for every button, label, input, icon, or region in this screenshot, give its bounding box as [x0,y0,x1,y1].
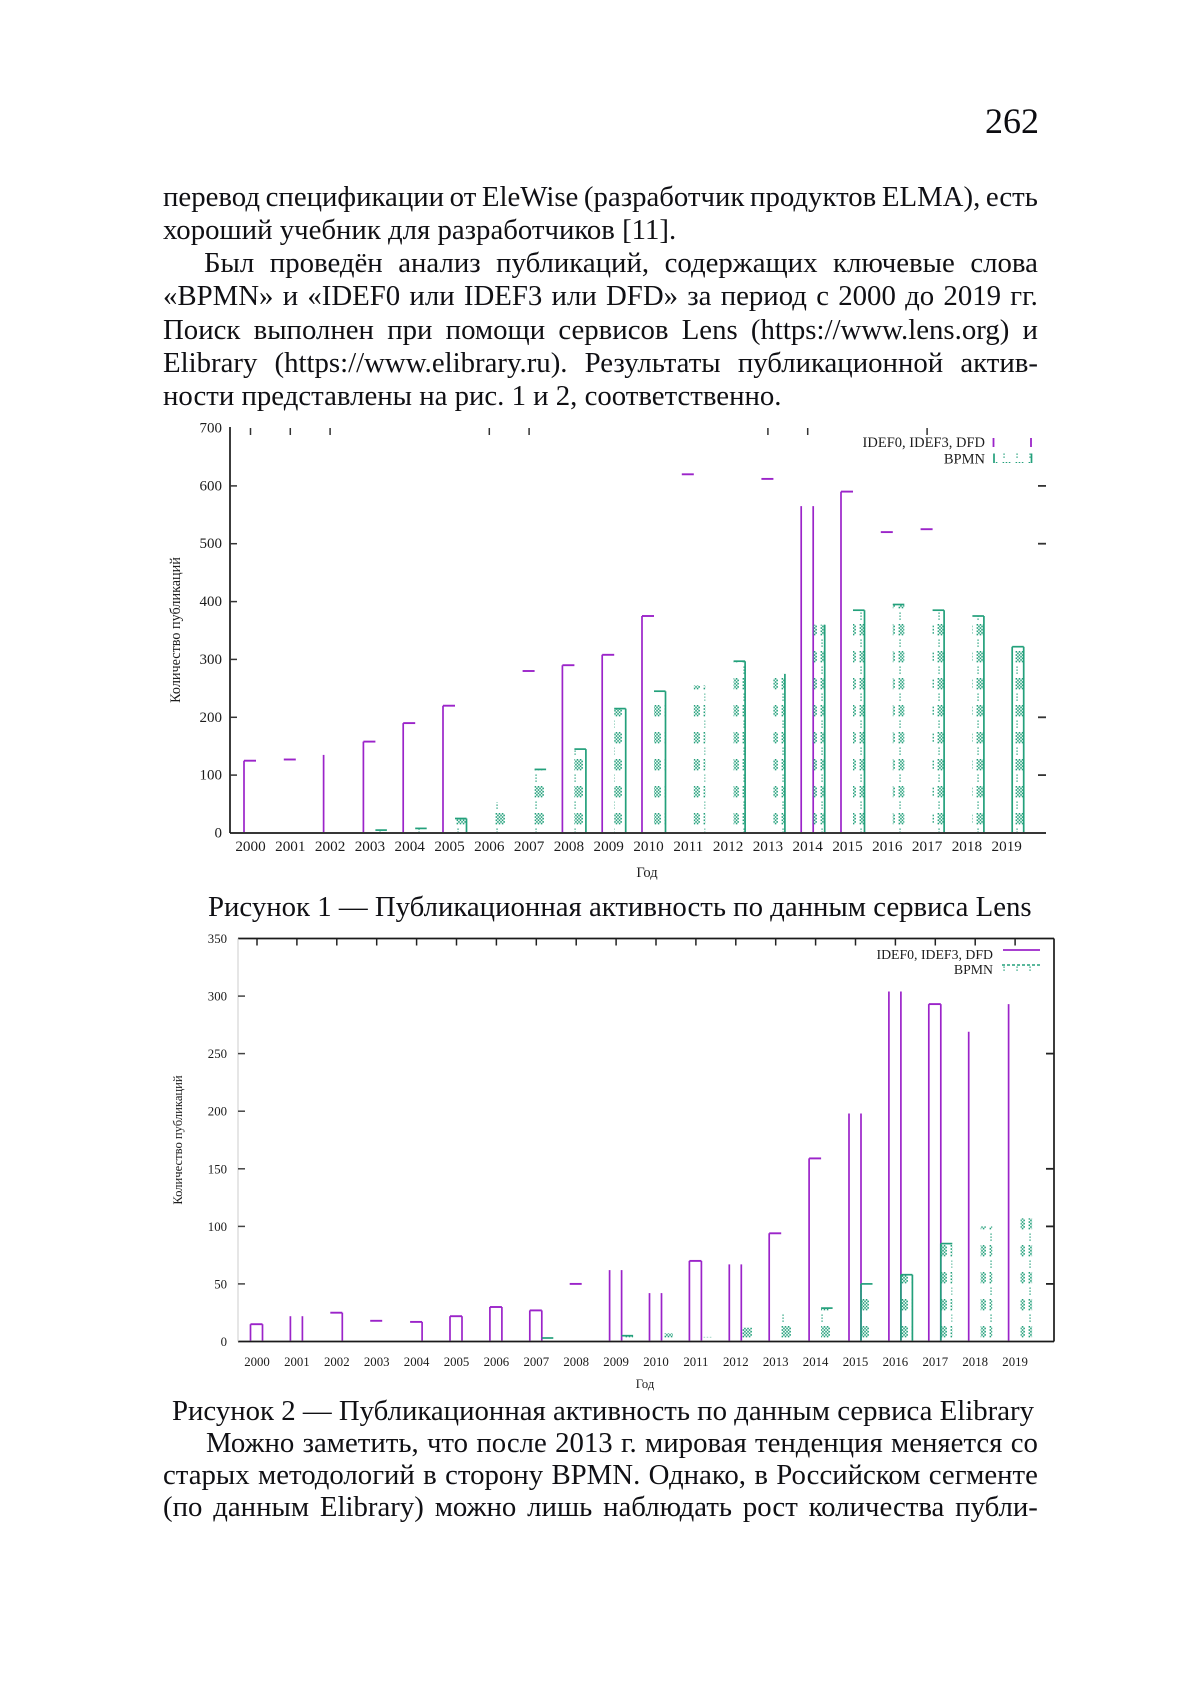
svg-text:2010: 2010 [643,1355,669,1369]
svg-text:2009: 2009 [603,1355,629,1369]
svg-text:50: 50 [214,1277,227,1291]
svg-text:2006: 2006 [474,838,505,855]
svg-text:600: 600 [200,478,223,494]
svg-text:Количество публикаций: Количество публикаций [171,1075,185,1205]
svg-text:2005: 2005 [444,1355,470,1369]
svg-text:0: 0 [215,826,223,842]
svg-text:2019: 2019 [1002,1355,1028,1369]
svg-text:2015: 2015 [843,1355,869,1369]
svg-text:2017: 2017 [923,1355,949,1369]
svg-text:Год: Год [636,1377,655,1391]
svg-text:2007: 2007 [514,838,545,855]
svg-text:2014: 2014 [803,1355,829,1369]
svg-text:0: 0 [221,1335,227,1349]
svg-text:500: 500 [200,536,223,552]
svg-text:350: 350 [208,932,227,946]
svg-text:2007: 2007 [524,1355,550,1369]
svg-text:Количество публикаций: Количество публикаций [168,557,184,703]
svg-text:2012: 2012 [713,838,743,855]
svg-text:2013: 2013 [763,1355,789,1369]
svg-text:150: 150 [208,1162,227,1176]
svg-text:2015: 2015 [832,838,862,855]
svg-text:100: 100 [208,1220,227,1234]
svg-text:BPMN: BPMN [944,452,986,468]
svg-text:IDEF0, IDEF3, DFD: IDEF0, IDEF3, DFD [863,435,985,451]
svg-text:2011: 2011 [673,838,703,855]
svg-text:2008: 2008 [563,1355,589,1369]
svg-text:2006: 2006 [484,1355,510,1369]
svg-text:2016: 2016 [883,1355,909,1369]
svg-text:2017: 2017 [912,838,943,855]
svg-text:2002: 2002 [324,1355,350,1369]
svg-text:2016: 2016 [872,838,903,855]
svg-text:250: 250 [208,1047,227,1061]
svg-text:BPMN: BPMN [954,962,993,977]
svg-text:2001: 2001 [275,838,305,855]
svg-text:2019: 2019 [992,838,1022,855]
svg-text:2014: 2014 [793,838,824,855]
svg-text:700: 700 [200,421,223,437]
svg-text:100: 100 [200,768,223,784]
svg-text:2004: 2004 [395,838,426,855]
svg-text:2003: 2003 [355,838,385,855]
svg-text:2018: 2018 [962,1355,988,1369]
svg-text:2010: 2010 [633,838,664,855]
svg-text:2001: 2001 [284,1355,310,1369]
svg-text:Год: Год [636,865,658,881]
svg-text:2011: 2011 [683,1355,708,1369]
svg-text:2013: 2013 [753,838,783,855]
svg-text:2012: 2012 [723,1355,749,1369]
svg-text:2003: 2003 [364,1355,390,1369]
svg-text:2008: 2008 [554,838,585,855]
svg-text:300: 300 [208,990,227,1004]
svg-text:2000: 2000 [235,838,266,855]
svg-text:2000: 2000 [244,1355,270,1369]
svg-text:2004: 2004 [404,1355,430,1369]
svg-text:2002: 2002 [315,838,345,855]
svg-text:300: 300 [200,652,223,668]
svg-text:400: 400 [200,594,223,610]
svg-text:2018: 2018 [952,838,983,855]
svg-text:2005: 2005 [434,838,464,855]
svg-text:IDEF0, IDEF3, DFD: IDEF0, IDEF3, DFD [876,947,993,962]
svg-text:2009: 2009 [594,838,624,855]
svg-text:200: 200 [208,1105,227,1119]
svg-text:200: 200 [200,710,223,726]
